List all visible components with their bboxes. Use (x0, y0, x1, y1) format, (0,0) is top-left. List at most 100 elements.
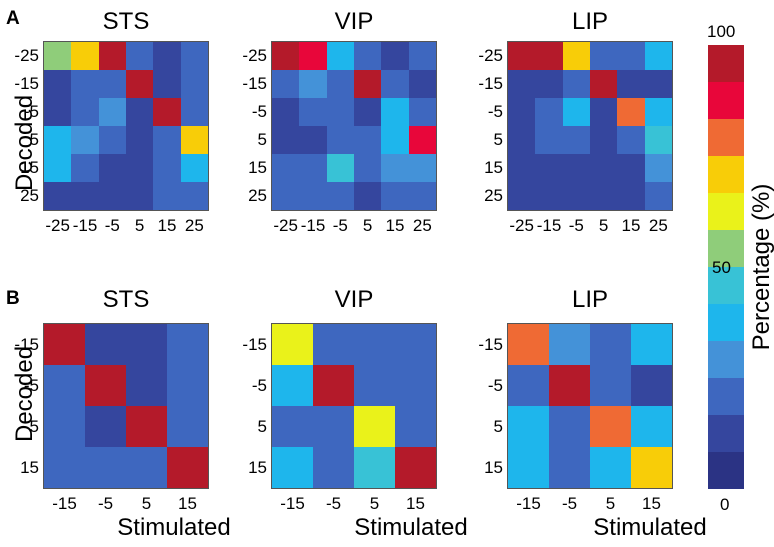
heatmap-cell-b-sts-r0-c3 (167, 324, 208, 365)
heatmap-cell-b-vip-r0-c1 (313, 324, 354, 365)
x-tick-a-sts-2: -5 (104, 216, 120, 235)
y-tick-b-lip-2: 5 (493, 416, 503, 436)
heatmap-cell-b-sts-r3-c0 (44, 447, 85, 488)
x-tick-a-lip-3: 5 (598, 216, 609, 235)
x-tick-a-sts-1: -15 (72, 216, 98, 235)
heatmap-cell-a-sts-r4-c5 (180, 154, 208, 182)
y-tick-b-sts-3: 15 (20, 457, 39, 477)
x-tick-b-lip-3: 15 (642, 494, 661, 513)
heatmap-cell-a-lip-r2-c3 (590, 98, 618, 126)
x-tick-b-lip-0: -15 (516, 494, 541, 513)
heatmap-cell-a-lip-r3-c3 (590, 126, 618, 154)
heatmap-cell-a-vip-r2-c3 (354, 98, 382, 126)
heatmap-cell-a-lip-r0-c0 (508, 42, 536, 70)
y-tick-b-lip-1: -5 (487, 375, 503, 395)
colorbar (708, 45, 744, 489)
colorbar-segment (708, 452, 744, 489)
heatmap-cell-b-lip-r0-c3 (631, 324, 672, 365)
heatmap-cell-a-sts-r2-c1 (71, 98, 99, 126)
colorbar-segment (708, 341, 744, 378)
colorbar-tick-0: 0 (720, 495, 730, 514)
heatmap-cell-b-sts-r1-c3 (167, 365, 208, 406)
y-tick-b-vip-0: -15 (242, 334, 267, 354)
y-tick-a-vip-5: 25 (248, 186, 267, 205)
heatmap-cell-a-vip-r4-c3 (354, 154, 382, 182)
heatmap-cell-a-vip-r0-c4 (381, 42, 409, 70)
heatmap-cell-a-lip-r1-c0 (508, 70, 536, 98)
heatmap-cell-a-vip-r1-c5 (408, 70, 436, 98)
x-tick-a-sts-5: 25 (184, 216, 204, 235)
heatmap-cell-a-vip-r4-c5 (408, 154, 436, 182)
heatmap-cell-a-vip-r1-c4 (381, 70, 409, 98)
y-tick-a-lip-2: -5 (487, 102, 503, 121)
heatmap-cell-a-vip-r5-c1 (299, 182, 327, 210)
heatmap-cell-b-lip-r3-c3 (631, 447, 672, 488)
y-tick-a-sts-0: -25 (14, 46, 39, 65)
heatmap-cell-b-vip-r3-c0 (272, 447, 313, 488)
x-tick-a-lip-2: -5 (568, 216, 584, 235)
heatmap-cell-b-vip-r1-c2 (354, 365, 395, 406)
heatmap-cell-a-vip-r5-c5 (408, 182, 436, 210)
heatmap-cell-a-lip-r5-c0 (508, 182, 536, 210)
heatmap-cell-a-lip-r0-c2 (562, 42, 590, 70)
x-tick-a-vip-2: -5 (332, 216, 348, 235)
y-tick-a-sts-2: -5 (23, 102, 39, 121)
colorbar-tick-100: 100 (707, 22, 736, 41)
heatmap-a-sts (43, 41, 209, 211)
x-tick-b-vip-2: 5 (369, 494, 380, 513)
x-tick-a-sts-0: -25 (45, 216, 70, 235)
heatmap-cell-b-lip-r2-c1 (549, 406, 590, 447)
heatmap-cell-a-vip-r4-c4 (381, 154, 409, 182)
heatmap-cell-a-lip-r0-c1 (535, 42, 563, 70)
heatmap-cell-a-sts-r5-c1 (71, 182, 99, 210)
y-tick-b-vip-2: 5 (257, 416, 267, 436)
heatmap-cell-a-sts-r0-c3 (126, 42, 154, 70)
colorbar-segment (708, 378, 744, 415)
heatmap-cell-a-vip-r5-c4 (381, 182, 409, 210)
heatmap-cell-b-sts-r2-c2 (126, 406, 167, 447)
heatmap-cell-b-vip-r2-c2 (354, 406, 395, 447)
y-tick-a-sts-1: -15 (14, 74, 39, 93)
heatmap-cell-a-sts-r3-c4 (153, 126, 181, 154)
heatmap-cell-a-vip-r2-c5 (408, 98, 436, 126)
heatmap-cell-a-lip-r0-c3 (590, 42, 618, 70)
heatmap-cell-b-vip-r2-c0 (272, 406, 313, 447)
heatmap-cell-a-sts-r3-c2 (98, 126, 126, 154)
heatmap-cell-a-lip-r3-c0 (508, 126, 536, 154)
heatmap-cell-a-sts-r2-c4 (153, 98, 181, 126)
heatmap-cell-a-sts-r4-c1 (71, 154, 99, 182)
heatmap-cell-a-sts-r1-c3 (126, 70, 154, 98)
y-tick-a-lip-0: -25 (478, 46, 503, 65)
x-tick-a-vip-3: 5 (362, 216, 373, 235)
x-axis-label-lip: Stimulated (593, 514, 707, 541)
heatmap-cell-a-sts-r0-c4 (153, 42, 181, 70)
heatmap-cell-a-lip-r4-c3 (590, 154, 618, 182)
heatmap-cell-a-lip-r1-c1 (535, 70, 563, 98)
heatmap-title-a-lip: LIP (571, 8, 609, 35)
heatmap-cell-a-sts-r0-c2 (98, 42, 126, 70)
colorbar-segment (708, 267, 744, 304)
heatmap-cell-b-vip-r3-c3 (395, 447, 436, 488)
heatmap-cell-a-lip-r5-c2 (562, 182, 590, 210)
x-tick-a-lip-1: -15 (536, 216, 562, 235)
heatmap-cell-a-sts-r5-c0 (44, 182, 72, 210)
heatmap-cell-a-lip-r4-c0 (508, 154, 536, 182)
panel-letter-b: B (6, 288, 20, 309)
heatmap-cell-b-lip-r1-c0 (508, 365, 549, 406)
heatmap-cell-a-sts-r4-c4 (153, 154, 181, 182)
heatmap-cell-a-vip-r1-c2 (326, 70, 354, 98)
heatmap-cell-a-sts-r4-c3 (126, 154, 154, 182)
heatmap-cell-b-sts-r2-c1 (85, 406, 126, 447)
heatmap-cell-b-vip-r3-c1 (313, 447, 354, 488)
heatmap-cell-a-vip-r0-c2 (326, 42, 354, 70)
x-tick-a-vip-1: -15 (300, 216, 326, 235)
y-tick-a-vip-3: 5 (257, 130, 267, 149)
y-tick-a-lip-4: 15 (484, 158, 503, 177)
colorbar-segment (708, 304, 744, 341)
heatmap-cell-b-lip-r1-c2 (590, 365, 631, 406)
heatmap-cell-a-vip-r0-c5 (408, 42, 436, 70)
heatmap-cell-a-vip-r0-c1 (299, 42, 327, 70)
heatmap-cell-a-lip-r1-c4 (617, 70, 645, 98)
colorbar-segment (708, 415, 744, 452)
heatmap-cell-a-lip-r2-c1 (535, 98, 563, 126)
